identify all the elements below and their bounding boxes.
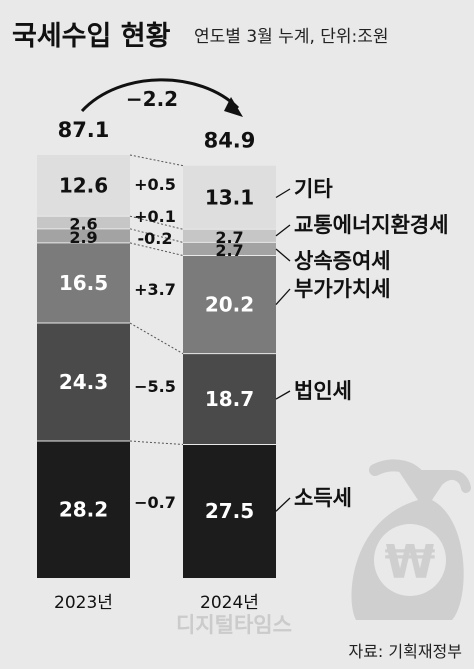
series-name-label: 부가가치세: [294, 277, 391, 301]
arrow-head: [224, 97, 243, 117]
leader-line: [275, 224, 291, 237]
leader-line: [275, 390, 291, 400]
bar-segment: [183, 229, 276, 243]
total-label: 87.1: [58, 118, 110, 142]
change-label: -0.2: [138, 229, 173, 248]
leader-line: [275, 248, 291, 262]
bar-segment: [183, 255, 276, 354]
series-name-label: 법인세: [294, 379, 352, 403]
segment-value-label: 16.5: [59, 271, 108, 295]
connector-line: [129, 215, 184, 230]
chart-title: 국세수입 현황: [12, 21, 171, 52]
series-name-label: 소득세: [294, 486, 352, 510]
change-label: +0.5: [134, 175, 176, 194]
segment-value-label: 2.7: [215, 228, 243, 247]
bar-segment: [183, 444, 276, 578]
bar-segment: [37, 216, 130, 229]
svg-text:₩: ₩: [385, 535, 436, 589]
segment-value-label: 2.6: [69, 215, 97, 234]
segment-value-label: 28.2: [59, 498, 108, 522]
bar-segment: [37, 242, 130, 324]
total-label: 84.9: [204, 129, 256, 153]
connector-line: [129, 154, 184, 167]
segment-value-label: 24.3: [59, 370, 108, 394]
change-label: +3.7: [134, 280, 176, 299]
segment-value-label: 2.9: [69, 228, 97, 247]
segment-value-label: 2.7: [215, 241, 243, 260]
series-name-label: 상속증여세: [294, 249, 391, 273]
curved-arrow-icon: [80, 78, 240, 113]
segment-value-label: 13.1: [205, 185, 254, 209]
bar-segment: [37, 323, 130, 442]
change-label: −0.7: [134, 493, 176, 512]
leader-line: [275, 497, 291, 512]
segment-value-label: 20.2: [205, 293, 254, 317]
change-label: +0.1: [134, 207, 176, 226]
series-name-label: 기타: [294, 177, 333, 201]
labels-group: 28.2 27.5 24.3 18.7 16.5 20.2 2.9 2.7 2.6 2.7 12.6…: [54, 87, 449, 613]
won-sign-icon: ₩: [374, 524, 446, 596]
connectors-group: [129, 154, 184, 445]
series-name-label: 교통에너지환경세: [294, 213, 449, 237]
bar-segment: [183, 242, 276, 256]
segment-value-label: 12.6: [59, 174, 108, 198]
change-label: −5.5: [134, 377, 176, 396]
segment-value-label: 27.5: [205, 499, 254, 523]
category-label: 2024년: [200, 593, 259, 613]
connector-line: [129, 440, 184, 445]
bars-group: [37, 155, 276, 578]
chart-subtitle: 연도별 3월 누계, 단위:조원: [194, 27, 389, 47]
bar-segment: [37, 155, 130, 217]
leader-line: [275, 288, 291, 306]
segment-value-label: 18.7: [205, 387, 254, 411]
category-label: 2023년: [54, 593, 113, 613]
bar-segment: [183, 165, 276, 230]
leader-line: [275, 188, 291, 199]
connector-line: [129, 228, 184, 243]
bar-segment: [183, 353, 276, 445]
total-change-label: −2.2: [126, 87, 178, 111]
watermark: 디지털타임스: [176, 613, 292, 637]
bar-segment: [37, 441, 130, 578]
bar-segment: [37, 228, 130, 243]
connector-line: [129, 242, 184, 257]
source-note: 자료: 기획재정부: [348, 642, 462, 661]
